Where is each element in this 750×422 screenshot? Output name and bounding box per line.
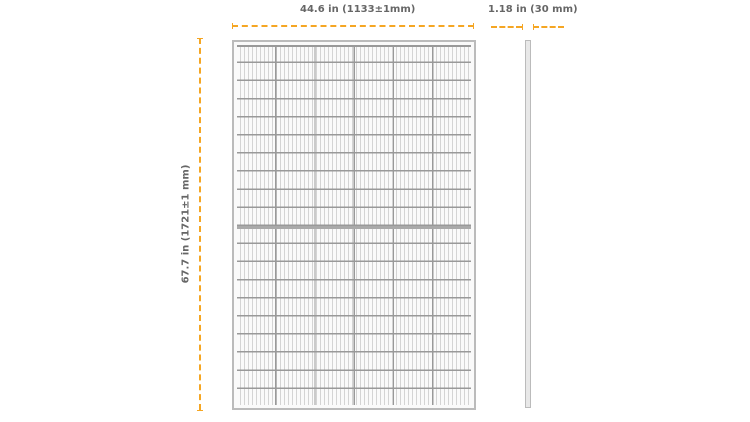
- height-label: 67.7 in (1721±1 mm): [180, 164, 192, 284]
- thickness-tick-left: [522, 24, 523, 30]
- width-tick-left: [232, 23, 233, 29]
- width-label: 44.6 in (1133±1mm): [300, 4, 416, 15]
- solar-cell-grid: [237, 45, 471, 405]
- width-dimension-line: [232, 25, 474, 27]
- thickness-label: 1.18 in (30 mm): [488, 4, 578, 15]
- thickness-tick-right: [533, 24, 534, 30]
- busbar-top: [237, 45, 471, 47]
- solar-panel-side-view: [525, 40, 531, 408]
- height-tick-bottom: [197, 410, 203, 411]
- panel-split-line: [237, 226, 471, 229]
- thickness-line-left: [491, 26, 522, 28]
- thickness-line-right: [533, 26, 564, 28]
- height-tick-top: [197, 38, 203, 39]
- width-tick-right: [473, 23, 474, 29]
- solar-panel-front-view: [232, 40, 476, 410]
- height-dimension-line: [199, 38, 201, 410]
